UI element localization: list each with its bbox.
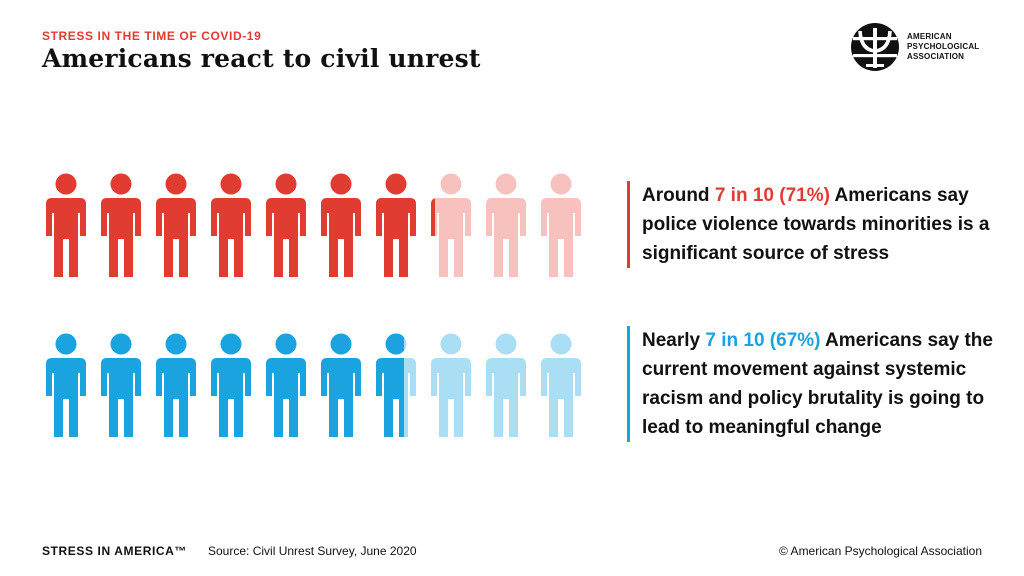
apa-logo-icon: [851, 23, 899, 71]
person-icon: [541, 333, 581, 437]
logo-line: ASSOCIATION: [907, 52, 965, 61]
person-icon: [321, 333, 361, 437]
person-icon: [156, 173, 196, 277]
person-icon: [101, 333, 141, 437]
stat-meaningful-change: Nearly 7 in 10 (67%) Americans say the c…: [627, 326, 1012, 442]
stat-body: Americans say the current movement again…: [642, 330, 993, 438]
person-icon: [541, 173, 581, 277]
blue-pictograph-row: [46, 330, 606, 440]
stat-police-violence: Around 7 in 10 (71%) Americans say polic…: [627, 181, 1012, 268]
person-icon: [431, 173, 471, 277]
page-title: Americans react to civil unrest: [42, 44, 481, 73]
person-icon: [211, 333, 251, 437]
stat-body: Americans say police violence towards mi…: [642, 185, 990, 264]
footer-source: Source: Civil Unrest Survey, June 2020: [208, 544, 417, 558]
stat-prefix: Nearly: [642, 330, 706, 351]
person-icon: [266, 173, 306, 277]
person-icon: [321, 173, 361, 277]
logo-line: AMERICAN: [907, 32, 952, 41]
person-icon: [486, 333, 526, 437]
stat-highlight: 7 in 10 (67%): [705, 330, 821, 351]
footer-copyright: © American Psychological Association: [779, 544, 982, 558]
person-icon: [486, 173, 526, 277]
red-pictograph-row: [46, 170, 606, 280]
person-icon: [376, 333, 416, 437]
person-icon: [156, 333, 196, 437]
person-icon: [376, 173, 416, 277]
person-icon: [266, 333, 306, 437]
kicker-label: STRESS IN THE TIME OF COVID-19: [42, 29, 262, 43]
stat-prefix: Around: [642, 185, 715, 206]
person-icon: [211, 173, 251, 277]
blue-pictograph: [46, 333, 581, 437]
red-pictograph: [46, 173, 581, 277]
logo-line: PSYCHOLOGICAL: [907, 42, 980, 51]
apa-logo: AMERICAN PSYCHOLOGICAL ASSOCIATION: [850, 22, 1000, 72]
person-icon: [431, 333, 471, 437]
person-icon: [101, 173, 141, 277]
apa-logo-text: AMERICAN PSYCHOLOGICAL ASSOCIATION: [907, 32, 979, 62]
person-icon: [46, 333, 86, 437]
stat-highlight: 7 in 10 (71%): [714, 185, 830, 206]
footer-brand: STRESS IN AMERICA™: [42, 544, 188, 558]
person-icon: [46, 173, 86, 277]
